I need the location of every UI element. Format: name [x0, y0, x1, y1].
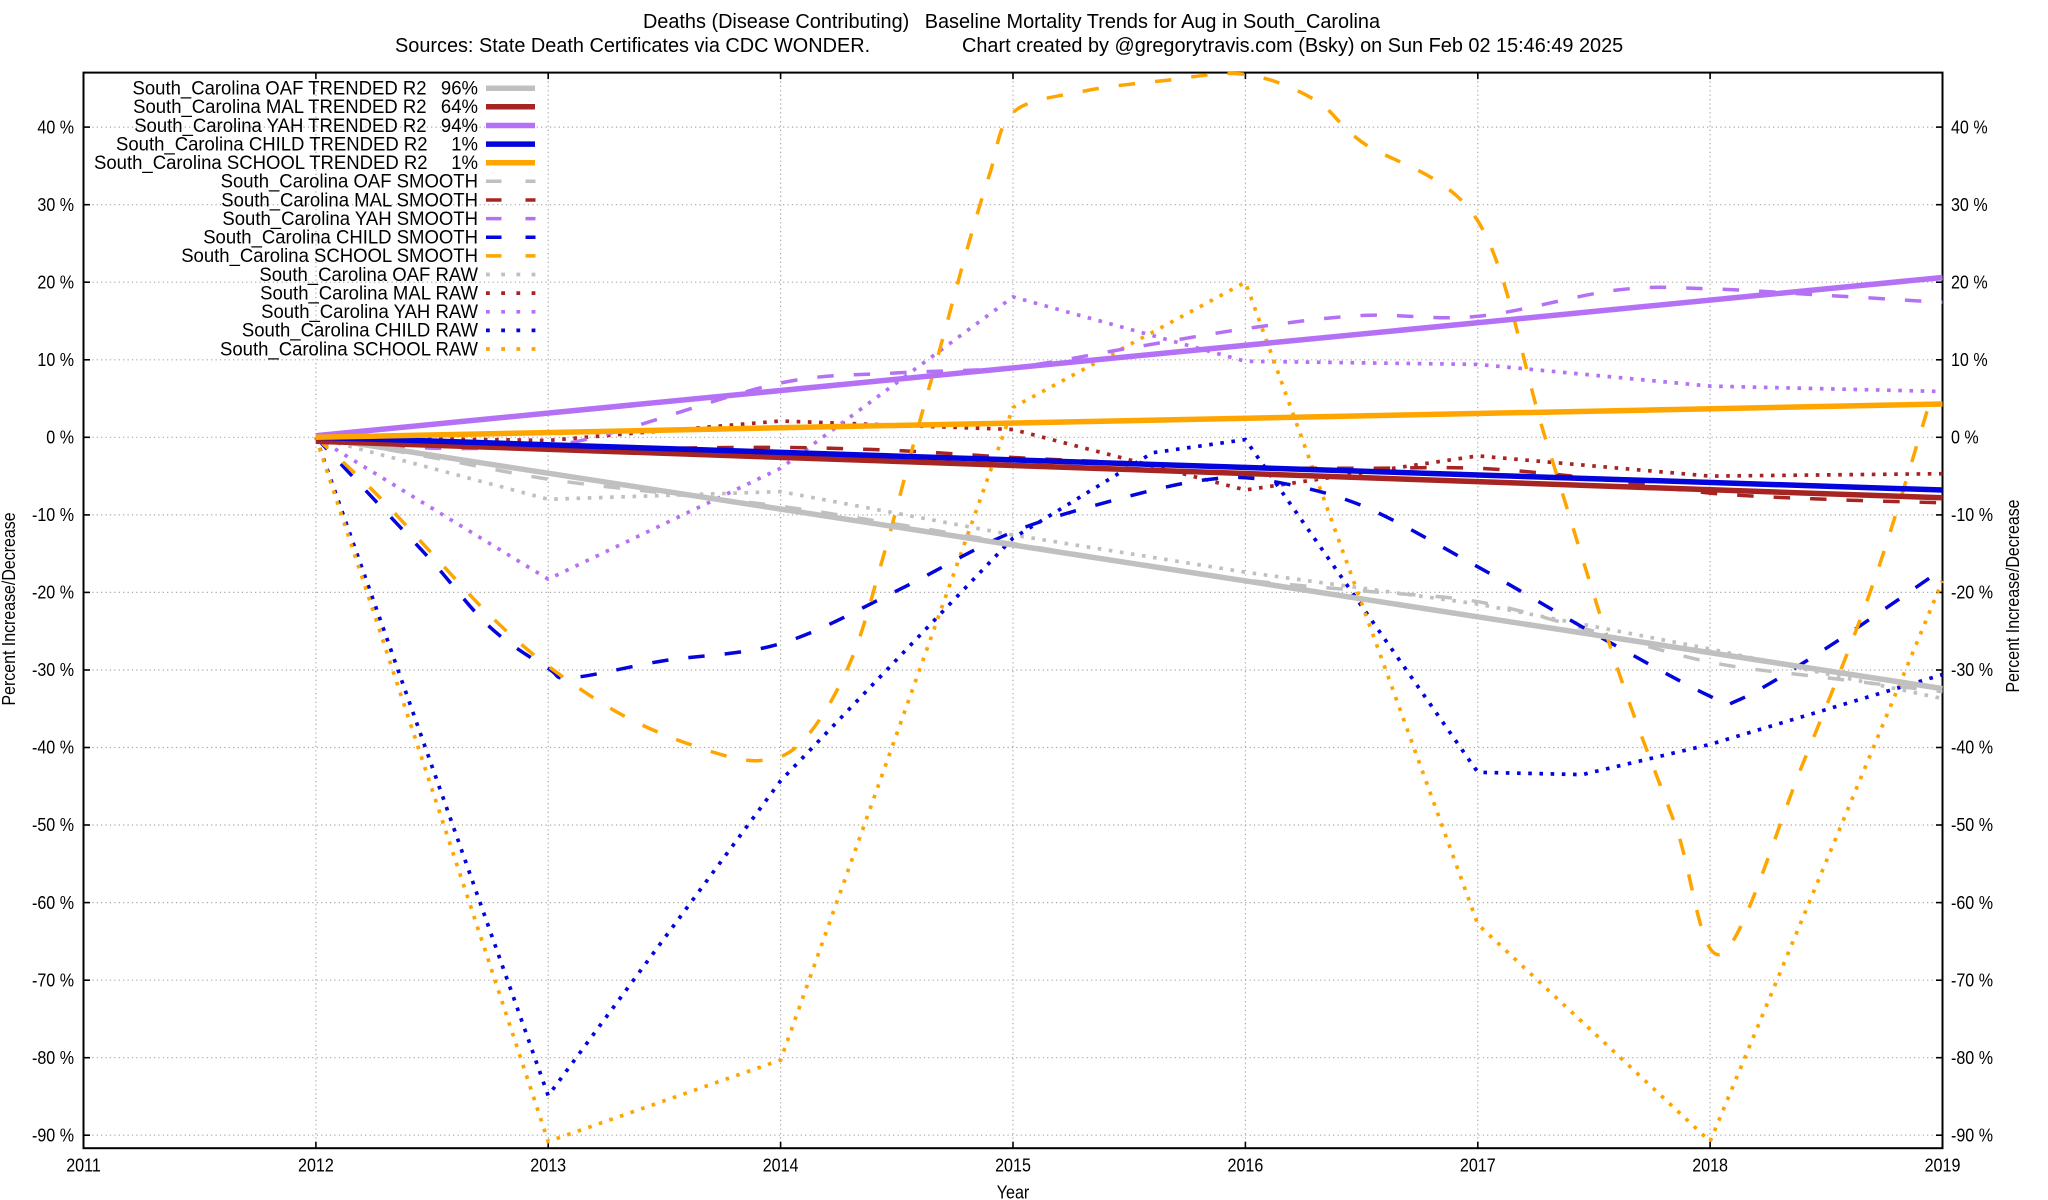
svg-text:South_Carolina YAH SMOOTH: South_Carolina YAH SMOOTH	[222, 209, 478, 230]
svg-text:30 %: 30 %	[37, 195, 74, 215]
svg-text:-90 %: -90 %	[1951, 1126, 1993, 1146]
svg-text:South_Carolina MAL SMOOTH: South_Carolina MAL SMOOTH	[221, 190, 478, 211]
svg-text:Year: Year	[997, 1183, 1030, 1200]
svg-text:2019: 2019	[1925, 1155, 1961, 1175]
svg-text:-10 %: -10 %	[1951, 505, 1993, 525]
svg-text:2012: 2012	[298, 1155, 334, 1175]
svg-text:South_Carolina OAF SMOOTH: South_Carolina OAF SMOOTH	[221, 172, 478, 193]
svg-text:10 %: 10 %	[1951, 350, 1988, 370]
svg-text:-20 %: -20 %	[1951, 583, 1993, 603]
svg-text:South_Carolina CHILD TRENDED R: South_Carolina CHILD TRENDED R2 1%	[116, 134, 478, 155]
svg-text:-50 %: -50 %	[1951, 815, 1993, 835]
svg-text:2015: 2015	[995, 1155, 1031, 1175]
svg-text:Deaths (Disease Contributing): Deaths (Disease Contributing) Baseline M…	[643, 11, 1381, 33]
svg-text:South_Carolina SCHOOL SMOOTH: South_Carolina SCHOOL SMOOTH	[181, 246, 478, 267]
svg-text:30 %: 30 %	[1951, 195, 1988, 215]
svg-text:Percent Increase/Decrease: Percent Increase/Decrease	[0, 512, 19, 705]
svg-text:South_Carolina MAL RAW: South_Carolina MAL RAW	[260, 283, 478, 304]
svg-text:2014: 2014	[763, 1155, 799, 1175]
svg-text:-80 %: -80 %	[1951, 1048, 1993, 1068]
svg-text:-10 %: -10 %	[32, 505, 74, 525]
svg-text:20 %: 20 %	[1951, 272, 1988, 292]
svg-text:South_Carolina MAL TRENDED R2: South_Carolina MAL TRENDED R2 64%	[133, 97, 478, 118]
svg-text:2013: 2013	[530, 1155, 566, 1175]
svg-text:2018: 2018	[1692, 1155, 1728, 1175]
svg-text:-70 %: -70 %	[32, 970, 74, 990]
svg-text:0 %: 0 %	[1951, 428, 1979, 448]
svg-text:South_Carolina SCHOOL RAW: South_Carolina SCHOOL RAW	[220, 339, 478, 360]
svg-text:10 %: 10 %	[37, 350, 74, 370]
svg-text:-40 %: -40 %	[32, 738, 74, 758]
svg-text:40 %: 40 %	[1951, 117, 1988, 137]
svg-text:-60 %: -60 %	[1951, 893, 1993, 913]
svg-text:-70 %: -70 %	[1951, 970, 1993, 990]
svg-text:2016: 2016	[1228, 1155, 1264, 1175]
svg-text:-60 %: -60 %	[32, 893, 74, 913]
svg-text:South_Carolina CHILD SMOOTH: South_Carolina CHILD SMOOTH	[203, 228, 478, 249]
svg-text:20 %: 20 %	[37, 272, 74, 292]
svg-text:-30 %: -30 %	[32, 660, 74, 680]
svg-text:-80 %: -80 %	[32, 1048, 74, 1068]
svg-text:0 %: 0 %	[46, 428, 74, 448]
svg-text:South_Carolina CHILD RAW: South_Carolina CHILD RAW	[242, 321, 478, 342]
svg-text:South_Carolina OAF RAW: South_Carolina OAF RAW	[259, 265, 478, 286]
svg-text:South_Carolina SCHOOL TRENDED: South_Carolina SCHOOL TRENDED R2 1%	[94, 153, 478, 174]
svg-text:-40 %: -40 %	[1951, 738, 1993, 758]
svg-text:Chart created by @gregorytravi: Chart created by @gregorytravis.com (Bsk…	[962, 35, 1623, 57]
svg-text:-20 %: -20 %	[32, 583, 74, 603]
svg-text:-50 %: -50 %	[32, 815, 74, 835]
svg-text:40 %: 40 %	[37, 117, 74, 137]
svg-text:2011: 2011	[66, 1155, 101, 1175]
svg-text:Sources: State Death Certifica: Sources: State Death Certificates via CD…	[395, 35, 870, 57]
svg-text:South_Carolina OAF TRENDED R2: South_Carolina OAF TRENDED R2 96%	[133, 79, 479, 100]
svg-text:-30 %: -30 %	[1951, 660, 1993, 680]
svg-text:South_Carolina YAH RAW: South_Carolina YAH RAW	[261, 302, 478, 323]
svg-text:South_Carolina YAH TRENDED R2: South_Carolina YAH TRENDED R2 94%	[134, 116, 478, 137]
svg-text:-90 %: -90 %	[32, 1126, 74, 1146]
svg-text:Percent Increase/Decrease: Percent Increase/Decrease	[2003, 499, 2023, 692]
svg-text:2017: 2017	[1460, 1155, 1496, 1175]
